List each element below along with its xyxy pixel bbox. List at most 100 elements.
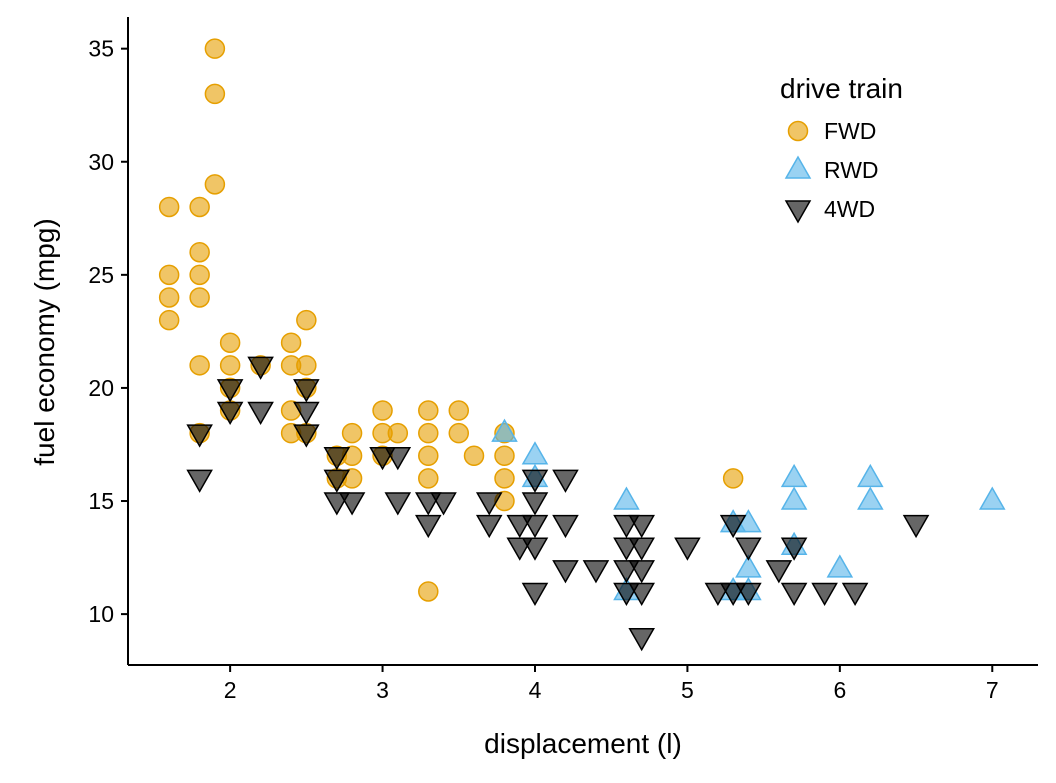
data-point-fwd: [280, 332, 302, 353]
legend-key-rwd: [784, 155, 812, 179]
y-tick-label: 30: [88, 149, 114, 175]
data-point-fwd: [296, 355, 317, 376]
data-point-rwd: [521, 441, 549, 465]
data-point-fwd: [722, 468, 744, 489]
data-point-fwd: [189, 355, 210, 376]
data-point-rwd: [978, 486, 1006, 510]
y-tick-label: 15: [88, 488, 114, 514]
data-point-fwd: [158, 196, 180, 218]
data-point-fwd: [189, 196, 210, 218]
data-point-4wd: [735, 582, 762, 607]
data-point-fwd: [189, 241, 210, 263]
data-point-fwd: [418, 400, 439, 421]
data-point-fwd: [341, 422, 363, 444]
data-point-4wd: [521, 469, 549, 493]
data-point-4wd: [293, 401, 320, 426]
data-point-4wd: [293, 379, 320, 403]
data-point-fwd: [189, 287, 210, 308]
data-point-4wd: [811, 582, 838, 607]
data-point-4wd: [338, 492, 366, 516]
x-tick-label: 4: [529, 677, 542, 703]
data-point-4wd: [430, 492, 457, 516]
x-axis-title: displacement (l): [484, 728, 682, 759]
data-point-fwd: [219, 355, 241, 376]
data-point-fwd: [463, 445, 485, 467]
data-point-fwd: [418, 445, 439, 467]
x-tick-label: 2: [224, 677, 237, 703]
x-tick-label: 3: [376, 677, 389, 703]
points-layer: [158, 38, 1006, 652]
legend-title: drive train: [780, 73, 903, 104]
x-ticks: 2 3 4 5 6 7: [224, 665, 999, 703]
data-point-4wd: [521, 492, 549, 516]
data-point-4wd: [293, 424, 320, 448]
data-point-4wd: [628, 537, 655, 561]
data-point-rwd: [857, 463, 884, 488]
y-tick-label: 10: [88, 601, 114, 627]
data-point-4wd: [628, 560, 655, 584]
data-point-rwd: [780, 463, 808, 488]
data-point-rwd: [491, 418, 518, 442]
data-point-fwd: [219, 332, 241, 353]
data-point-fwd: [158, 264, 180, 286]
data-point-4wd: [323, 447, 351, 471]
data-point-fwd: [296, 309, 317, 331]
data-point-4wd: [216, 379, 244, 403]
data-point-fwd: [372, 400, 393, 421]
data-point-4wd: [552, 560, 579, 584]
data-point-fwd: [204, 38, 226, 59]
data-point-fwd: [494, 468, 515, 489]
data-point-4wd: [719, 514, 747, 539]
legend-label-4wd: 4WD: [824, 196, 875, 222]
data-point-4wd: [521, 537, 549, 561]
data-point-4wd: [780, 537, 808, 561]
data-point-4wd: [628, 514, 655, 539]
data-point-rwd: [780, 486, 808, 510]
data-point-fwd: [387, 422, 409, 444]
data-point-4wd: [841, 582, 869, 607]
data-point-rwd: [826, 554, 854, 578]
data-point-4wd: [384, 447, 412, 471]
legend: drive train FWD RWD 4WD: [780, 73, 903, 224]
y-axis-title: fuel economy (mpg): [29, 218, 60, 465]
data-point-4wd: [552, 469, 579, 493]
data-point-fwd: [204, 174, 226, 195]
data-point-4wd: [552, 514, 579, 539]
data-point-fwd: [448, 422, 470, 444]
data-point-rwd: [735, 554, 762, 578]
y-tick-label: 20: [88, 375, 114, 401]
data-point-fwd: [418, 581, 439, 602]
data-point-4wd: [521, 514, 549, 539]
data-point-rwd: [857, 486, 884, 510]
y-tick-label: 35: [88, 36, 114, 62]
data-point-4wd: [247, 356, 274, 380]
data-point-4wd: [414, 514, 442, 539]
data-point-4wd: [628, 582, 655, 607]
data-point-4wd: [475, 492, 503, 516]
data-point-fwd: [189, 264, 210, 286]
data-point-4wd: [384, 492, 412, 516]
data-point-4wd: [735, 537, 762, 561]
data-point-rwd: [613, 486, 640, 510]
data-point-fwd: [158, 309, 180, 331]
x-tick-label: 5: [681, 677, 694, 703]
data-point-4wd: [628, 627, 655, 652]
data-point-4wd: [582, 560, 610, 584]
legend-key-4wd: [784, 200, 812, 224]
data-point-4wd: [475, 514, 503, 539]
legend-label-rwd: RWD: [824, 157, 879, 183]
data-point-4wd: [780, 582, 808, 607]
data-point-fwd: [204, 83, 226, 105]
data-point-4wd: [247, 401, 274, 426]
data-point-4wd: [674, 537, 701, 561]
data-point-4wd: [765, 560, 793, 584]
data-point-4wd: [323, 469, 351, 493]
data-point-fwd: [494, 445, 515, 467]
y-ticks: 10 15 20 25 30 35: [88, 36, 128, 627]
data-point-fwd: [418, 422, 439, 444]
data-point-4wd: [902, 514, 930, 539]
data-point-4wd: [186, 469, 213, 493]
data-point-4wd: [186, 424, 213, 448]
data-point-4wd: [521, 582, 549, 607]
